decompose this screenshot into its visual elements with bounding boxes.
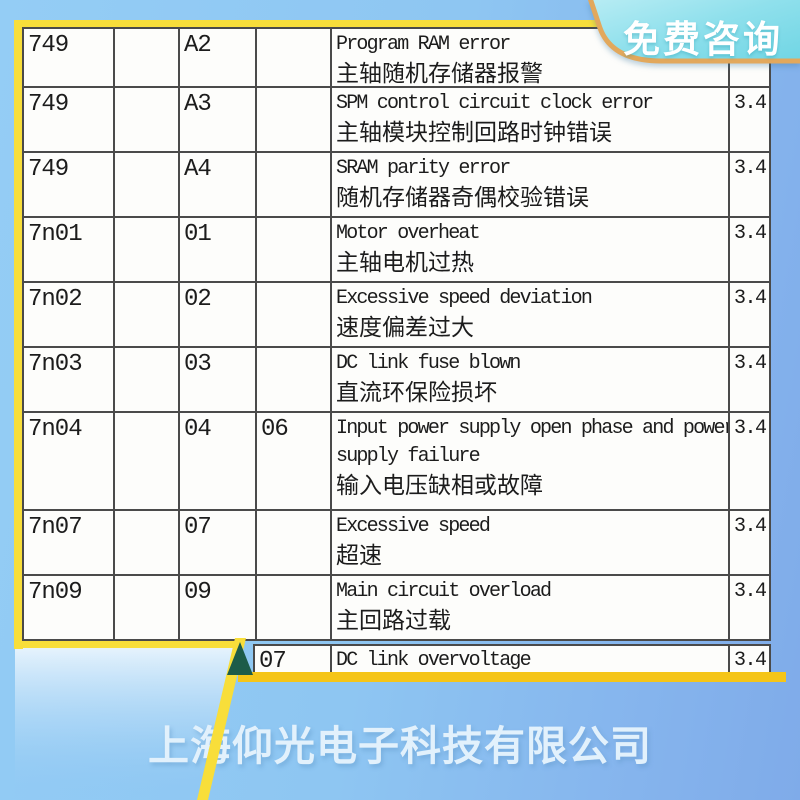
- sub-code-cell: A2: [180, 29, 257, 88]
- alarm-code-cell: 749: [24, 88, 115, 153]
- sub-code: A2: [184, 32, 212, 59]
- empty-cell: [115, 153, 180, 218]
- sub-code-cell: A4: [180, 153, 257, 218]
- alarm-code-cell: 7n07: [24, 511, 115, 576]
- sub-code2-cell: [257, 153, 332, 218]
- alarm-code-cell: 749: [24, 153, 115, 218]
- empty-cell: [115, 218, 180, 283]
- ref-cell: 3.4: [730, 511, 769, 576]
- ref-cell: [730, 29, 769, 88]
- sub-code2-cell: [257, 29, 332, 88]
- sub-code-cell: 02: [180, 283, 257, 348]
- table-row: 7n02 02 Excessive speed deviation 速度偏差过大…: [24, 283, 769, 348]
- description-cell: DC link fuse blown 直流环保险损坏: [332, 348, 730, 413]
- table-row: 749 A2 Program RAM error 主轴随机存储器报警: [24, 29, 769, 88]
- alarm-code-cell: 7n02: [24, 283, 115, 348]
- sub-code2-cell: [257, 218, 332, 283]
- company-name: 上海仰光电子科技有限公司: [148, 723, 652, 769]
- description-cell: DC link overvoltage: [332, 646, 730, 674]
- description-cell: SRAM parity error 随机存储器奇偶校验错误: [332, 153, 730, 218]
- ref-cell: 3.4: [730, 218, 769, 283]
- description-cn: 主轴随机存储器报警: [336, 61, 543, 86]
- table-row: 7n03 03 DC link fuse blown 直流环保险损坏 3.4: [24, 348, 769, 413]
- ref-cell: 3.4: [730, 88, 769, 153]
- consult-badge-shape: [588, 0, 800, 64]
- sub-code-cell: A3: [180, 88, 257, 153]
- sub-code2-cell: [257, 511, 332, 576]
- description-cell: Excessive speed 超速: [332, 511, 730, 576]
- description-cell: Program RAM error 主轴随机存储器报警: [332, 29, 730, 88]
- description-cell: SPM control circuit clock error 主轴模块控制回路…: [332, 88, 730, 153]
- sub-code2-cell: 07: [255, 646, 332, 674]
- description-cell: Input power supply open phase and power …: [332, 413, 730, 511]
- table-row: 7n01 01 Motor overheat 主轴电机过热 3.4: [24, 218, 769, 283]
- empty-cell: [115, 283, 180, 348]
- table-row: 749 A4 SRAM parity error 随机存储器奇偶校验错误 3.4: [24, 153, 769, 218]
- empty-cell: [115, 413, 180, 511]
- sub-code2-cell: [257, 576, 332, 639]
- ref-cell: 3.4: [730, 413, 769, 511]
- sub-code2-cell: [257, 348, 332, 413]
- consult-badge[interactable]: 免费咨询: [585, 0, 800, 66]
- table-row: 7n04 04 06 Input power supply open phase…: [24, 413, 769, 511]
- description-cell: Main circuit overload 主回路过载: [332, 576, 730, 639]
- table-row: 7n09 09 Main circuit overload 主回路过载 3.4: [24, 576, 769, 639]
- ref-cell: 3.4: [730, 153, 769, 218]
- alarm-code-cell: 7n01: [24, 218, 115, 283]
- alarm-code-cell: 749: [24, 29, 115, 88]
- sub-code-cell: 09: [180, 576, 257, 639]
- empty-cell: [115, 348, 180, 413]
- empty-cell: [115, 88, 180, 153]
- sub-code-cell: 04: [180, 413, 257, 511]
- alarm-code-cell: 7n09: [24, 576, 115, 639]
- consult-badge-label: 免费咨询: [623, 19, 783, 60]
- alarm-code-table: 749 A2 Program RAM error 主轴随机存储器报警 749 A…: [22, 27, 771, 641]
- alarm-code: 749: [28, 32, 69, 59]
- ref-cell: 3.4: [734, 580, 767, 603]
- sub-code2-cell: [257, 88, 332, 153]
- sub-code-cell: 03: [180, 348, 257, 413]
- sub-code2-cell: 06: [257, 413, 332, 511]
- sub-code2-cell: [257, 283, 332, 348]
- description-cell: Excessive speed deviation 速度偏差过大: [332, 283, 730, 348]
- empty-cell: [115, 576, 180, 639]
- sub-code-cell: 07: [180, 511, 257, 576]
- table-row-partial: 07 DC link overvoltage 3.4: [253, 644, 771, 674]
- empty-cell: [115, 29, 180, 88]
- description-cell: Motor overheat 主轴电机过热: [332, 218, 730, 283]
- table-row: 7n07 07 Excessive speed 超速 3.4: [24, 511, 769, 576]
- alarm-code-cell: 7n04: [24, 413, 115, 511]
- empty-cell: [115, 511, 180, 576]
- sub-code-cell: 01: [180, 218, 257, 283]
- ref-cell: 3.4: [730, 283, 769, 348]
- description-en: Program RAM error: [336, 33, 511, 56]
- ref-cell: 3.4: [734, 649, 767, 672]
- table-row: 749 A3 SPM control circuit clock error 主…: [24, 88, 769, 153]
- alarm-code-cell: 7n03: [24, 348, 115, 413]
- green-triangle-icon: [227, 642, 253, 675]
- ref-cell: 3.4: [730, 348, 769, 413]
